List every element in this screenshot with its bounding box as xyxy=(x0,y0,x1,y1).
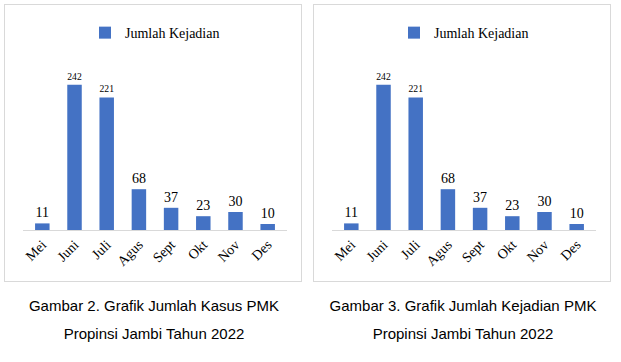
svg-text:Jumlah Kejadian: Jumlah Kejadian xyxy=(434,26,528,41)
svg-text:37: 37 xyxy=(164,190,178,205)
svg-text:Agus: Agus xyxy=(114,237,146,269)
html-text:Gambar 2. Grafik Jumlah Kasus: Gambar 2. Grafik Jumlah Kasus PMK Propin… xyxy=(29,297,279,342)
svg-text:30: 30 xyxy=(228,194,242,209)
svg-text:Des: Des xyxy=(558,237,584,263)
svg-text:Agus: Agus xyxy=(423,237,455,269)
svg-text:Des: Des xyxy=(249,237,275,263)
svg-text:11: 11 xyxy=(36,205,49,220)
svg-text:23: 23 xyxy=(505,198,519,213)
svg-text:Nov: Nov xyxy=(215,237,243,265)
svg-text:Juli: Juli xyxy=(89,237,114,262)
svg-text:Sept: Sept xyxy=(459,237,487,265)
svg-text:Sept: Sept xyxy=(150,237,178,265)
svg-text:Okt: Okt xyxy=(185,237,211,263)
svg-text:10: 10 xyxy=(570,206,584,221)
svg-text:Mei: Mei xyxy=(23,237,50,264)
svg-text:221: 221 xyxy=(408,83,423,94)
svg-text:Jumlah Kejadian: Jumlah Kejadian xyxy=(125,26,219,41)
svg-text:11: 11 xyxy=(345,205,358,220)
svg-text:68: 68 xyxy=(441,171,455,186)
svg-text:Mei: Mei xyxy=(332,237,359,264)
svg-text:Juli: Juli xyxy=(398,237,423,262)
svg-text:37: 37 xyxy=(473,190,487,205)
svg-text:Juni: Juni xyxy=(363,237,390,264)
svg-text:68: 68 xyxy=(132,171,146,186)
svg-text:Nov: Nov xyxy=(524,237,552,265)
svg-text:30: 30 xyxy=(537,194,551,209)
html-text:Gambar 3. Grafik Jumlah Kejadi: Gambar 3. Grafik Jumlah Kejadian PMK Pro… xyxy=(329,297,597,342)
svg-text:242: 242 xyxy=(67,71,82,82)
svg-text:Juni: Juni xyxy=(54,237,81,264)
svg-text:Okt: Okt xyxy=(494,237,520,263)
svg-text:10: 10 xyxy=(261,206,275,221)
svg-text:242: 242 xyxy=(376,71,391,82)
svg-text:221: 221 xyxy=(99,83,114,94)
svg-text:23: 23 xyxy=(196,198,210,213)
